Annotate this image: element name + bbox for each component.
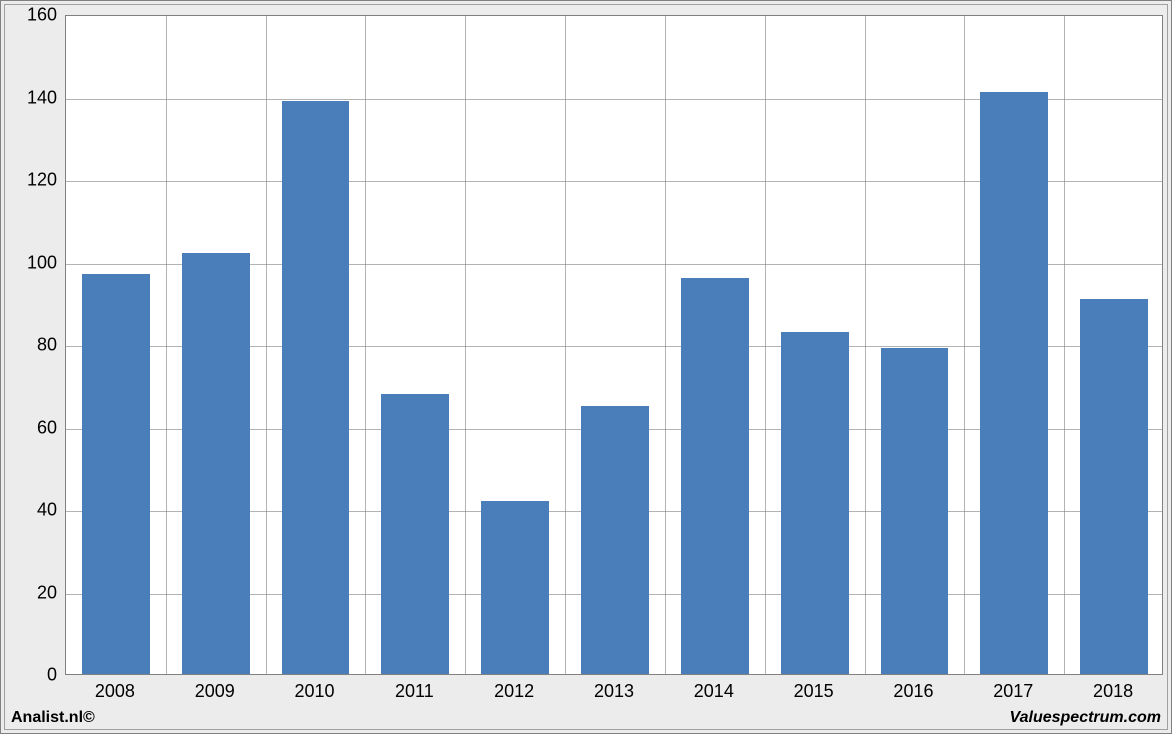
gridline-v — [465, 16, 466, 674]
x-tick-label: 2010 — [295, 681, 335, 702]
x-tick-label: 2009 — [195, 681, 235, 702]
y-tick-label: 100 — [5, 252, 57, 273]
gridline-v — [266, 16, 267, 674]
y-tick-label: 20 — [5, 582, 57, 603]
bar — [82, 274, 150, 674]
y-tick-label: 140 — [5, 87, 57, 108]
x-tick-label: 2016 — [893, 681, 933, 702]
gridline-v — [765, 16, 766, 674]
x-tick-label: 2011 — [395, 681, 434, 702]
bar — [381, 394, 449, 675]
bar — [182, 253, 250, 674]
x-tick-label: 2018 — [1093, 681, 1133, 702]
chart-outer-frame: 0 20 40 60 80 100 120 140 160 2008 2009 2010 2011 20… — [0, 0, 1172, 734]
footer-left-credit: Analist.nl© — [11, 709, 95, 727]
footer-right-credit: Valuespectrum.com — [1010, 709, 1161, 727]
plot-area — [65, 15, 1163, 675]
gridline-v — [166, 16, 167, 674]
gridline-v — [865, 16, 866, 674]
x-tick-label: 2012 — [494, 681, 534, 702]
bar — [681, 278, 749, 674]
y-tick-label: 40 — [5, 500, 57, 521]
chart-inner-frame: 0 20 40 60 80 100 120 140 160 2008 2009 2010 2011 20… — [4, 4, 1168, 730]
x-tick-label: 2008 — [95, 681, 135, 702]
x-tick-label: 2017 — [993, 681, 1033, 702]
y-tick-label: 120 — [5, 170, 57, 191]
bar — [881, 348, 949, 674]
x-tick-label: 2014 — [694, 681, 734, 702]
bar — [1080, 299, 1148, 674]
gridline-v — [964, 16, 965, 674]
gridline-v — [365, 16, 366, 674]
bar — [980, 92, 1048, 674]
y-tick-label: 80 — [5, 335, 57, 356]
y-tick-label: 160 — [5, 5, 57, 26]
bar — [282, 101, 350, 674]
y-tick-label: 0 — [5, 665, 57, 686]
gridline-v — [1064, 16, 1065, 674]
bar — [581, 406, 649, 674]
gridline-v — [665, 16, 666, 674]
x-tick-label: 2015 — [794, 681, 834, 702]
y-tick-label: 60 — [5, 417, 57, 438]
x-tick-label: 2013 — [594, 681, 634, 702]
bar — [781, 332, 849, 674]
bar — [481, 501, 549, 674]
gridline-v — [565, 16, 566, 674]
